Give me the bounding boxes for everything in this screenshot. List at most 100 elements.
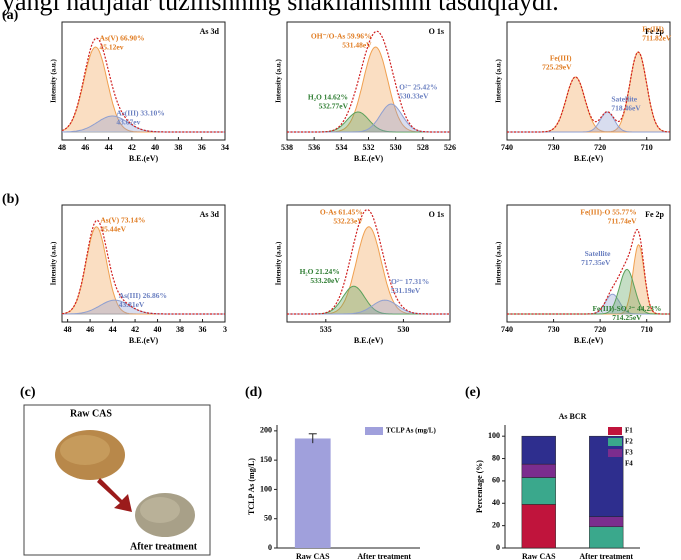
- peak-center-label: 532.23eV: [333, 217, 363, 226]
- x-tick-label: 530: [397, 325, 409, 334]
- peak-label: Satellite: [585, 249, 611, 258]
- peak-label: O²⁻ 17.31%: [391, 277, 429, 286]
- envelope: [507, 228, 670, 315]
- peak-center-label: 532.77eV: [319, 102, 349, 111]
- plot-frame: [506, 21, 671, 141]
- x-tick-label: 42: [131, 325, 139, 334]
- peak-label: As(V) 73.14%: [100, 216, 145, 225]
- peak-center-label: 531.19eV: [391, 286, 421, 295]
- peak-label: Fe(III)-O 55.77%: [580, 208, 636, 217]
- y-tick-label: 60: [492, 476, 500, 485]
- x-tick-label: 48: [58, 143, 66, 152]
- peak-center-label: 725.29eV: [542, 63, 572, 72]
- x-tick-label: After treatment: [579, 552, 633, 560]
- illustration-label: Raw CAS: [70, 408, 112, 419]
- peak-label: O²⁻ 25.42%: [399, 83, 437, 92]
- bar: [521, 435, 556, 465]
- x-tick-label: 535: [320, 325, 332, 334]
- x-axis-label: B.E.(eV): [354, 154, 384, 163]
- peak-component: [61, 46, 225, 133]
- panel-label: (a): [2, 8, 19, 23]
- chart-title: Fe 2p: [645, 210, 664, 219]
- peak-center-label: 45.12ev: [100, 43, 124, 52]
- peak-label: As(III) 26.86%: [119, 291, 167, 300]
- plot-frame: [61, 204, 226, 323]
- peak-center-label: 533.20eV: [310, 276, 340, 285]
- x-tick-label: Raw CAS: [296, 552, 330, 560]
- y-tick-label: 100: [260, 484, 272, 493]
- legend-label: F3: [625, 449, 633, 457]
- legend-label: TCLP As (mg/L): [386, 427, 436, 435]
- peak-center-label: 718.46eV: [611, 104, 641, 113]
- arrow: [97, 478, 132, 512]
- x-tick-label: 730: [548, 325, 560, 334]
- y-tick-label: 20: [492, 520, 500, 529]
- legend-label: F2: [625, 438, 633, 446]
- peak-label: OH⁻/O-As 59.96%: [311, 32, 372, 41]
- x-tick-label: 36: [198, 143, 206, 152]
- peak-center-label: 531.48eV: [342, 41, 372, 50]
- x-tick-label: 710: [641, 143, 653, 152]
- peak-component: [507, 111, 670, 133]
- bar: [294, 438, 331, 548]
- y-axis-label: Intensity (a.u.): [495, 58, 503, 102]
- peak-label: Satellite: [611, 95, 637, 104]
- legend-swatch: [365, 427, 383, 435]
- y-axis-label: Intensity (a.u.): [495, 241, 503, 285]
- error-bar: [308, 433, 317, 444]
- peak-center-label: 714.25eV: [612, 313, 642, 322]
- peak-label: Fe(III)-SO₄²⁻ 44.23%: [592, 304, 661, 313]
- raw-cas-texture: [60, 435, 110, 465]
- chart-title: As BCR: [559, 412, 587, 421]
- y-tick-label: 50: [264, 514, 272, 523]
- x-tick-label: 40: [154, 325, 162, 334]
- x-tick-label: 530: [390, 143, 402, 152]
- panel-label: (c): [20, 385, 36, 400]
- y-tick-label: 0: [268, 543, 272, 552]
- x-tick-label: 48: [64, 325, 72, 334]
- x-tick-label: 526: [444, 143, 456, 152]
- x-tick-label: 720: [594, 325, 606, 334]
- y-axis-label: Intensity (a.u.): [275, 241, 283, 285]
- treated-texture: [140, 497, 180, 523]
- bar: [589, 435, 624, 517]
- legend-swatch: [608, 460, 622, 468]
- envelope: [61, 219, 225, 315]
- plot-frame: [286, 204, 451, 323]
- chart-title: Fe 2p: [645, 27, 664, 36]
- bar: [521, 477, 556, 505]
- plot-frame: [61, 21, 226, 141]
- x-tick-label: After treatment: [357, 552, 411, 560]
- y-tick-label: 40: [492, 498, 500, 507]
- x-tick-label: 36: [199, 325, 207, 334]
- y-axis-label: Percentage (%): [475, 460, 484, 513]
- x-axis-label: B.E.(eV): [574, 336, 604, 345]
- chart-title: O 1s: [429, 210, 444, 219]
- x-tick-label: 34: [221, 143, 229, 152]
- x-tick-label: 532: [363, 143, 375, 152]
- y-tick-label: 150: [260, 455, 272, 464]
- x-tick-label: Raw CAS: [522, 552, 556, 560]
- bar: [521, 463, 556, 478]
- envelope: [287, 30, 450, 133]
- bar: [521, 504, 556, 549]
- panel-label: (d): [245, 385, 262, 400]
- plot-frame: [506, 204, 671, 323]
- x-tick-label: 46: [86, 325, 94, 334]
- y-axis-label: Intensity (a.u.): [50, 58, 58, 102]
- chart-title: As 3d: [200, 27, 220, 36]
- legend-label: F1: [625, 427, 633, 435]
- legend-swatch: [608, 438, 622, 446]
- peak-center-label: 711.74eV: [608, 217, 638, 226]
- peak-label: As(V) 66.90%: [100, 34, 145, 43]
- bar: [589, 526, 624, 549]
- y-axis-label: Intensity (a.u.): [50, 241, 58, 285]
- x-tick-label: 38: [176, 325, 184, 334]
- y-tick-label: 80: [492, 453, 500, 462]
- peak-center-label: 717.35eV: [581, 258, 611, 267]
- y-tick-label: 100: [488, 431, 500, 440]
- x-tick-label: 40: [151, 143, 159, 152]
- x-tick-label: 740: [501, 143, 513, 152]
- x-tick-label: 710: [641, 325, 653, 334]
- x-tick-label: 534: [335, 143, 347, 152]
